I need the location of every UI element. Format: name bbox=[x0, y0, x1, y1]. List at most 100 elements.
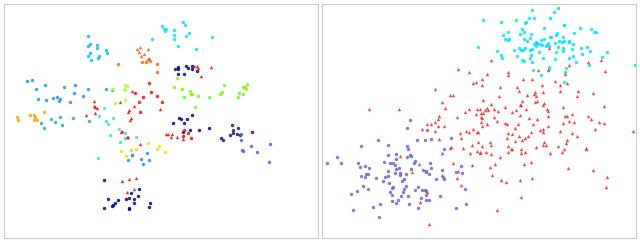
Point bbox=[152, 94, 162, 98]
Point bbox=[525, 130, 536, 134]
Point bbox=[515, 103, 525, 106]
Point bbox=[129, 197, 140, 201]
Point bbox=[12, 115, 22, 119]
Point bbox=[129, 187, 140, 190]
Point bbox=[116, 179, 127, 183]
Point bbox=[538, 130, 548, 134]
Point bbox=[567, 112, 577, 116]
Point bbox=[422, 190, 432, 194]
Point bbox=[588, 91, 598, 95]
Point bbox=[559, 147, 570, 151]
Point bbox=[562, 114, 572, 118]
Point bbox=[336, 161, 346, 165]
Point bbox=[591, 30, 601, 34]
Point bbox=[29, 113, 39, 117]
Point bbox=[543, 114, 553, 118]
Point bbox=[83, 119, 93, 123]
Point bbox=[517, 99, 527, 103]
Point bbox=[513, 46, 524, 50]
Point bbox=[520, 46, 531, 50]
Point bbox=[157, 24, 167, 28]
Point bbox=[543, 124, 553, 128]
Point bbox=[437, 100, 447, 104]
Point bbox=[538, 143, 548, 147]
Point bbox=[237, 148, 247, 152]
Point bbox=[560, 70, 570, 74]
Point bbox=[168, 85, 179, 89]
Point bbox=[100, 87, 111, 91]
Point bbox=[559, 80, 570, 84]
Point bbox=[538, 127, 548, 131]
Point bbox=[186, 113, 196, 117]
Point bbox=[559, 23, 569, 27]
Point bbox=[124, 108, 134, 112]
Point bbox=[520, 107, 531, 111]
Point bbox=[511, 19, 521, 23]
Point bbox=[575, 26, 585, 30]
Point bbox=[546, 35, 556, 39]
Point bbox=[106, 88, 116, 92]
Point bbox=[168, 37, 179, 41]
Point bbox=[527, 60, 537, 64]
Point bbox=[557, 40, 567, 44]
Point bbox=[264, 142, 275, 146]
Point bbox=[30, 115, 40, 119]
Point bbox=[489, 107, 499, 111]
Point bbox=[89, 104, 99, 108]
Point bbox=[161, 132, 171, 136]
Point bbox=[90, 105, 100, 109]
Point bbox=[552, 6, 563, 10]
Point bbox=[403, 147, 413, 151]
Point bbox=[576, 46, 586, 50]
Point bbox=[545, 151, 555, 155]
Point bbox=[515, 113, 525, 117]
Point bbox=[174, 116, 184, 120]
Point bbox=[131, 147, 141, 151]
Point bbox=[227, 123, 237, 127]
Point bbox=[464, 70, 474, 74]
Point bbox=[390, 167, 401, 171]
Point bbox=[410, 188, 420, 191]
Point bbox=[173, 65, 183, 69]
Point bbox=[438, 177, 449, 181]
Point bbox=[83, 54, 93, 58]
Point bbox=[552, 31, 562, 35]
Point bbox=[506, 147, 516, 151]
Point bbox=[438, 175, 448, 179]
Point bbox=[143, 47, 154, 51]
Point bbox=[178, 130, 188, 134]
Point bbox=[476, 111, 486, 114]
Point bbox=[387, 193, 397, 197]
Point bbox=[396, 194, 406, 198]
Point bbox=[541, 44, 551, 48]
Point bbox=[54, 97, 65, 101]
Point bbox=[92, 106, 102, 110]
Point bbox=[426, 122, 436, 126]
Point bbox=[460, 110, 470, 114]
Point bbox=[383, 153, 394, 157]
Point bbox=[563, 63, 573, 67]
Point bbox=[190, 105, 200, 109]
Point bbox=[500, 37, 510, 41]
Point bbox=[92, 43, 102, 46]
Point bbox=[543, 68, 554, 72]
Point bbox=[77, 94, 88, 98]
Point bbox=[383, 174, 394, 178]
Point bbox=[92, 46, 102, 50]
Point bbox=[569, 31, 579, 35]
Point bbox=[106, 87, 116, 91]
Point bbox=[550, 41, 561, 45]
Point bbox=[472, 130, 482, 134]
Point bbox=[397, 179, 407, 183]
Point bbox=[513, 122, 524, 126]
Point bbox=[630, 63, 640, 67]
Point bbox=[67, 116, 77, 120]
Point bbox=[143, 57, 153, 61]
Point bbox=[417, 188, 427, 192]
Point bbox=[520, 136, 530, 140]
Point bbox=[394, 107, 404, 111]
Point bbox=[437, 168, 447, 172]
Point bbox=[538, 90, 548, 94]
Point bbox=[492, 208, 502, 212]
Point bbox=[497, 33, 508, 37]
